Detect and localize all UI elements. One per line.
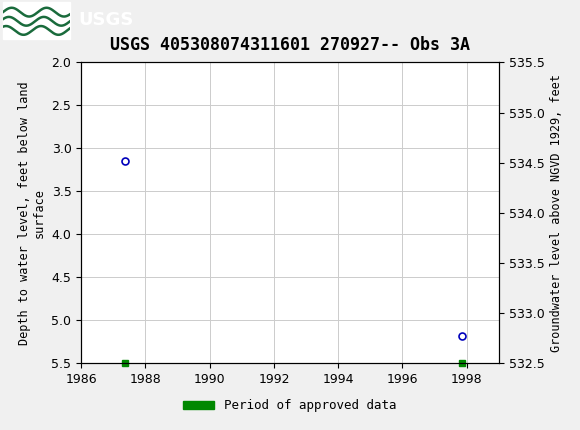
Legend: Period of approved data: Period of approved data [178,394,402,417]
Y-axis label: Depth to water level, feet below land
surface: Depth to water level, feet below land su… [18,81,46,345]
Y-axis label: Groundwater level above NGVD 1929, feet: Groundwater level above NGVD 1929, feet [550,74,563,352]
Text: USGS: USGS [78,12,133,29]
Bar [3,2,70,39]
Text: USGS 405308074311601 270927-- Obs 3A: USGS 405308074311601 270927-- Obs 3A [110,36,470,54]
